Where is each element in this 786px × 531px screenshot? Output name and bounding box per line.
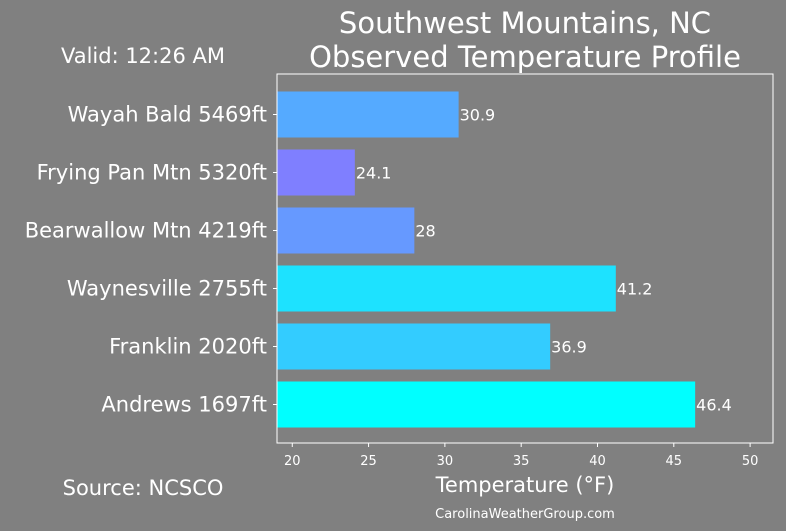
bar (277, 207, 415, 254)
bar (277, 265, 616, 312)
y-tick-label: Waynesville 2755ft (67, 277, 267, 301)
chart-title-line2: Observed Temperature Profile (309, 40, 741, 74)
credit-label: CarolinaWeatherGroup.com (435, 507, 615, 522)
x-tick-label: 50 (742, 454, 759, 469)
x-tick-label: 30 (437, 454, 454, 469)
y-tick-label: Bearwallow Mtn 4219ft (25, 219, 267, 243)
valid-time: Valid: 12:26 AM (61, 44, 225, 68)
bar-value-label: 41.2 (617, 280, 653, 299)
bar-value-label: 46.4 (696, 396, 732, 415)
bar (277, 91, 459, 138)
x-tick-label: 45 (666, 454, 683, 469)
bar (277, 149, 355, 196)
y-tick-label: Andrews 1697ft (101, 393, 267, 417)
chart-title-line1: Southwest Mountains, NC (339, 6, 711, 40)
x-tick-label: 40 (589, 454, 606, 469)
x-tick-label: 20 (284, 454, 301, 469)
bar (277, 381, 696, 428)
axes-frame (276, 73, 774, 444)
y-tick-label: Wayah Bald 5469ft (68, 103, 267, 127)
y-tick-label: Franklin 2020ft (109, 335, 267, 359)
x-tick-label: 35 (513, 454, 530, 469)
bar-value-label: 30.9 (460, 106, 496, 125)
bars-layer: 30.9 24.1 28 41.2 36.9 46.4 (277, 91, 732, 428)
x-axis-label: Temperature (°F) (435, 473, 615, 497)
y-axis-labels: Wayah Bald 5469ft Frying Pan Mtn 5320ft Be… (25, 103, 277, 417)
source-label: Source: NCSCO (63, 476, 224, 500)
bar-value-label: 24.1 (356, 164, 392, 183)
bar-value-label: 36.9 (551, 338, 587, 357)
x-axis-ticks: 20 25 30 35 40 45 50 (284, 443, 758, 469)
bar-value-label: 28 (415, 222, 435, 241)
x-tick-label: 25 (360, 454, 377, 469)
y-tick-label: Frying Pan Mtn 5320ft (37, 161, 267, 185)
bar (277, 323, 551, 370)
